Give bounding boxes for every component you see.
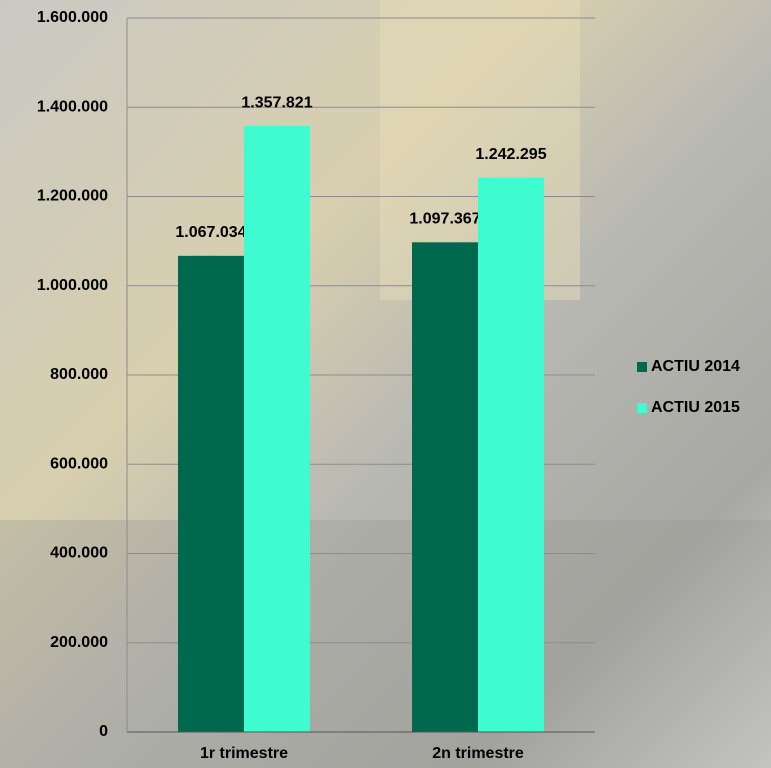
y-tick-label: 600.000 — [50, 455, 108, 472]
bar — [178, 255, 244, 733]
data-label: 1.097.367 — [409, 211, 480, 228]
data-label: 1.357.821 — [241, 94, 312, 111]
y-tick-label: 1.000.000 — [37, 277, 108, 294]
y-tick-label: 200.000 — [50, 634, 108, 651]
y-tick-label: 1.400.000 — [37, 98, 108, 115]
y-tick-label: 1.600.000 — [37, 9, 108, 26]
x-tick-label: 1r trimestre — [200, 745, 288, 762]
data-label: 1.067.034 — [175, 224, 246, 241]
legend-label: ACTIU 2014 — [651, 358, 740, 375]
background-patch — [0, 520, 771, 768]
bar — [244, 126, 310, 732]
y-tick-label: 800.000 — [50, 366, 108, 383]
bar — [412, 242, 478, 732]
y-tick-label: 0 — [99, 723, 108, 740]
bar — [478, 177, 544, 732]
data-label: 1.242.295 — [475, 146, 546, 163]
legend-marker — [637, 362, 647, 372]
y-tick-label: 400.000 — [50, 545, 108, 562]
legend-label: ACTIU 2015 — [651, 399, 740, 416]
y-tick-label: 1.200.000 — [37, 188, 108, 205]
legend-marker — [637, 403, 647, 413]
x-tick-label: 2n trimestre — [432, 745, 524, 762]
